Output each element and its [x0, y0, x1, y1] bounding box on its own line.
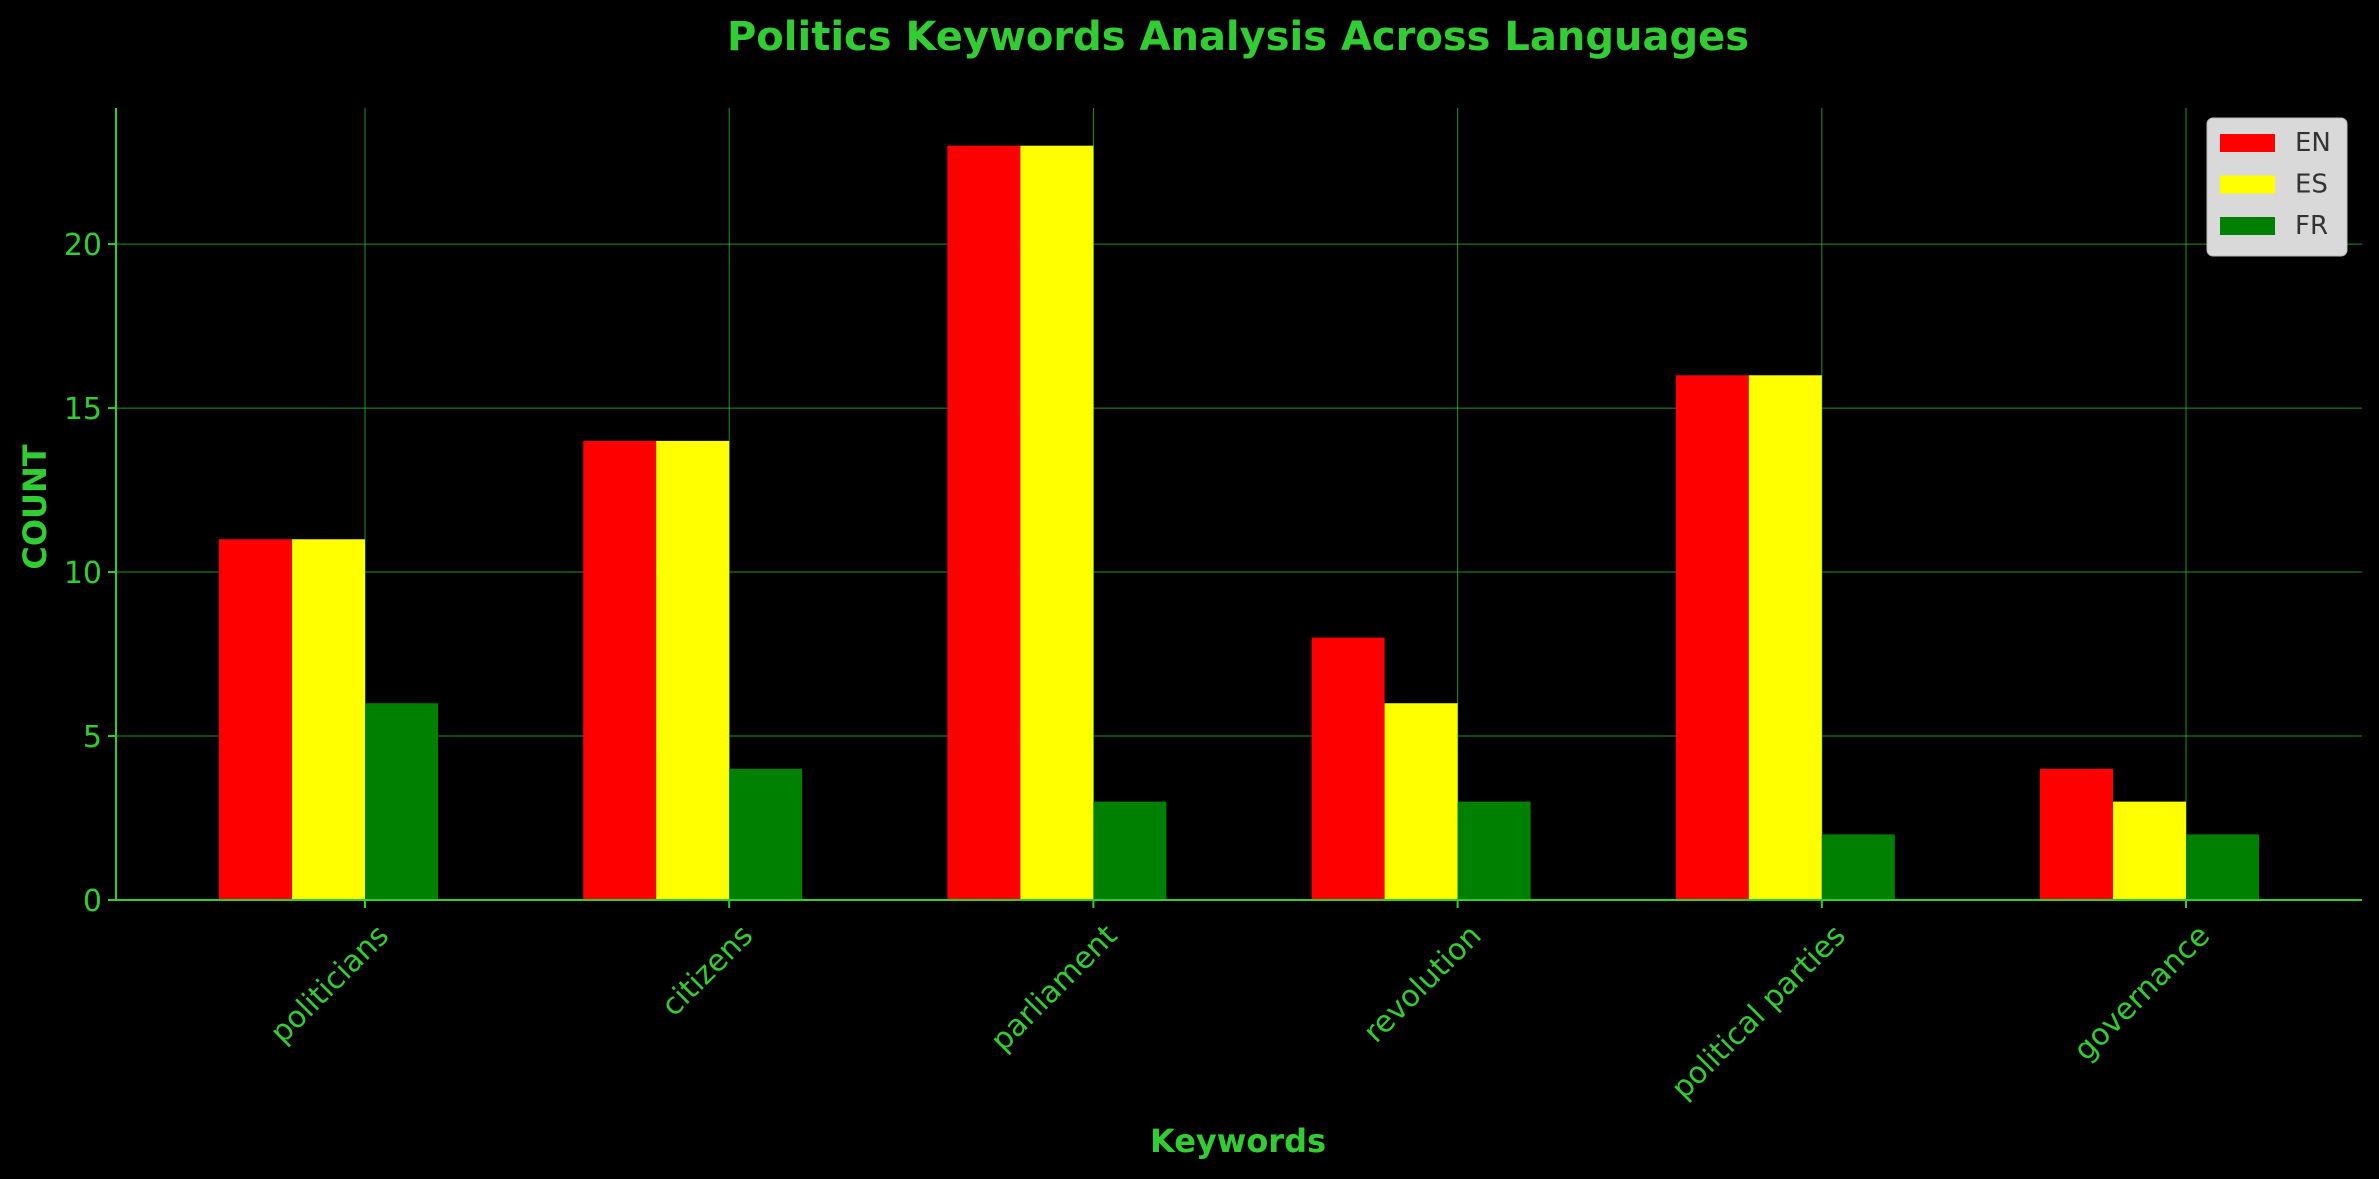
- x-tick-label: governance: [2067, 918, 2217, 1068]
- x-axis-label: Keywords: [1150, 1122, 1326, 1160]
- axes: [115, 108, 2362, 901]
- y-tick-label: 5: [83, 720, 102, 755]
- bars: [219, 145, 2259, 900]
- bar-en-governance: [2040, 768, 2113, 900]
- bar-en-citizens: [583, 440, 657, 900]
- legend-label-es: ES: [2295, 170, 2328, 200]
- legend-swatch-fr: [2220, 217, 2275, 235]
- x-tick-label: citizens: [655, 918, 760, 1023]
- bar-en-revolution: [1311, 637, 1385, 900]
- bar-en-political-parties: [1675, 375, 1749, 900]
- bar-es-governance: [2113, 801, 2186, 900]
- bar-es-political-parties: [1748, 375, 1822, 900]
- bar-es-revolution: [1384, 703, 1458, 900]
- bar-es-parliament: [1020, 145, 1094, 900]
- x-tick-label: political parties: [1665, 918, 1853, 1106]
- x-tick-label: politicians: [264, 918, 396, 1050]
- legend-swatch-en: [2220, 134, 2275, 152]
- bar-es-citizens: [656, 440, 730, 900]
- bar-en-parliament: [947, 145, 1021, 900]
- y-tick-label: 20: [64, 228, 102, 263]
- x-tick-label: revolution: [1357, 918, 1489, 1050]
- legend: EN ES FR: [2206, 117, 2348, 257]
- grid-lines: [116, 108, 2362, 900]
- bar-fr-politicians: [365, 703, 438, 900]
- legend-label-fr: FR: [2295, 211, 2328, 241]
- x-tick-label: parliament: [984, 918, 1124, 1058]
- bar-fr-political-parties: [1821, 834, 1895, 900]
- legend-swatch-es: [2220, 175, 2275, 194]
- bar-fr-governance: [2186, 834, 2259, 900]
- y-tick-label: 0: [83, 884, 102, 919]
- bar-en-politicians: [219, 539, 292, 900]
- bar-fr-parliament: [1093, 801, 1167, 900]
- y-tick-label: 15: [64, 392, 102, 427]
- bar-es-politicians: [292, 539, 365, 900]
- chart-title: Politics Keywords Analysis Across Langua…: [727, 14, 1749, 60]
- tick-labels: 0 5 10 15 20 politicians citizens parliament rev…: [64, 228, 2217, 1106]
- legend-label-en: EN: [2295, 128, 2331, 158]
- y-axis-label: COUNT: [16, 444, 54, 569]
- y-tick-label: 10: [64, 556, 102, 591]
- bar-fr-citizens: [729, 768, 803, 900]
- bar-fr-revolution: [1457, 801, 1531, 900]
